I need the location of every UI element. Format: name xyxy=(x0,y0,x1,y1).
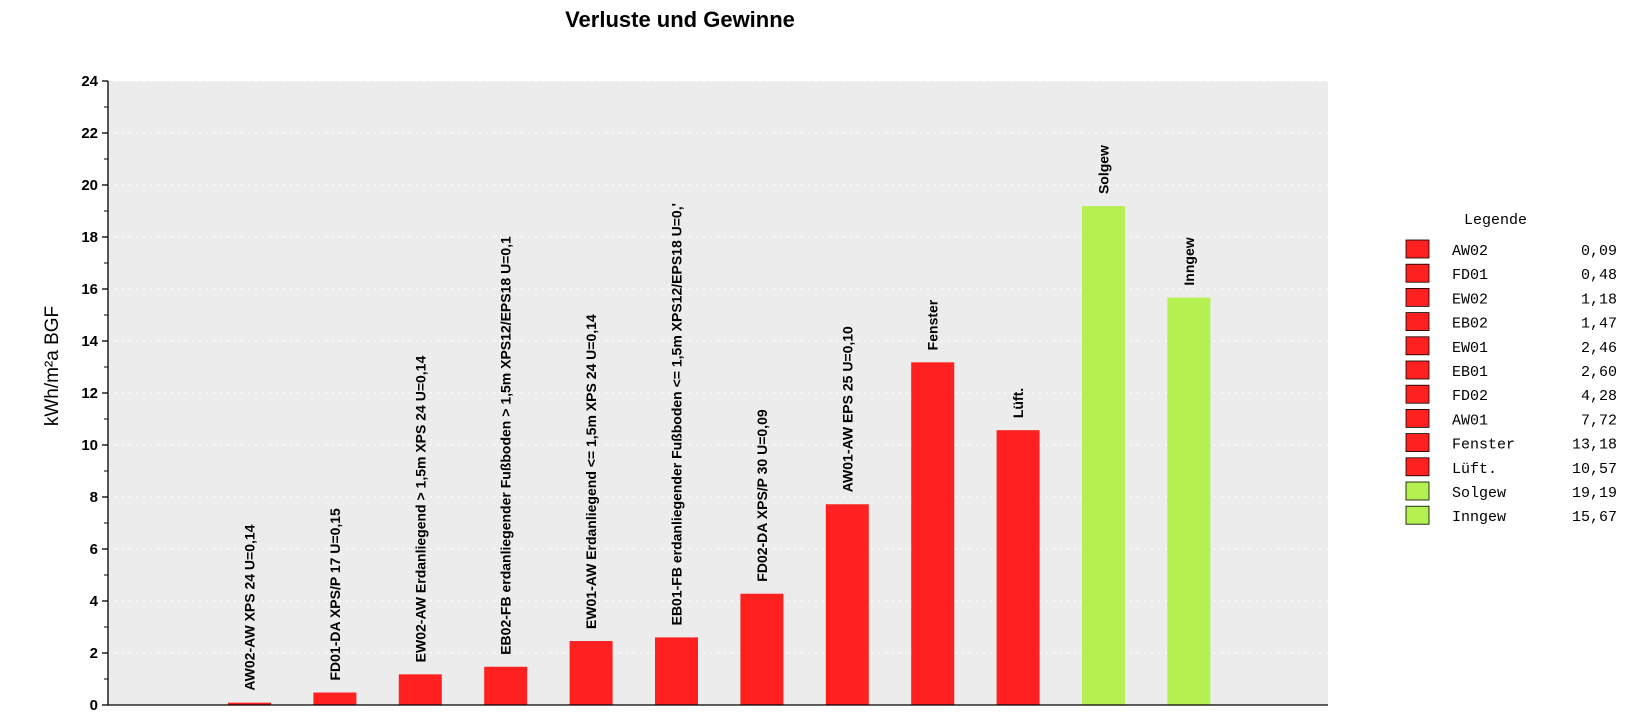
bars xyxy=(228,206,1211,705)
gridlines xyxy=(108,80,1328,654)
bar xyxy=(655,637,698,705)
legend-swatch xyxy=(1405,433,1430,453)
legend-entry-value: 0,09 xyxy=(1581,243,1617,260)
bar xyxy=(569,641,613,705)
bar xyxy=(313,692,357,705)
bar-label: AW01-AW EPS 25 U=0,10 xyxy=(839,326,855,492)
legend-swatch xyxy=(1405,384,1430,404)
bar-labels: AW02-AW XPS 24 U=0,14 FD01-DA XPS/P 17 U=… xyxy=(242,145,1197,691)
legend-swatch xyxy=(1405,312,1430,332)
legend-swatch xyxy=(1405,408,1430,428)
legend-entry-name: EW02 xyxy=(1452,291,1488,308)
bar xyxy=(911,362,955,705)
y-tick-label: 12 xyxy=(81,385,98,402)
legend-entry-name: Solgew xyxy=(1452,485,1506,502)
legend-entry-value: 10,57 xyxy=(1572,461,1617,478)
legend-entry-value: 1,18 xyxy=(1581,291,1617,308)
y-tick-label: 20 xyxy=(81,177,98,194)
legend-entry-name: FD01 xyxy=(1452,267,1488,284)
legend-swatch xyxy=(1405,360,1430,380)
bar xyxy=(228,702,271,705)
legend-swatch xyxy=(1405,505,1430,525)
bar xyxy=(398,674,442,705)
legend-entry-value: 19,19 xyxy=(1572,485,1617,502)
legend-entry-value: 13,18 xyxy=(1572,437,1617,454)
legend-entry-name: EB02 xyxy=(1452,316,1488,333)
legend-swatch xyxy=(1405,457,1430,477)
legend-entry-value: 2,46 xyxy=(1581,340,1617,357)
bar-label: FD02-DA XPS/P 30 U=0,09 xyxy=(754,409,770,582)
y-tick-label: 10 xyxy=(81,437,98,454)
legend-entry-value: 7,72 xyxy=(1581,412,1617,429)
bar xyxy=(1167,297,1211,705)
legend-entry-name: Lüft. xyxy=(1452,461,1497,478)
legend-swatch xyxy=(1405,263,1430,283)
legend-swatch xyxy=(1405,239,1430,259)
legend-entry-name: AW01 xyxy=(1452,412,1488,429)
legend-entry-value: 15,67 xyxy=(1572,509,1617,526)
bar-label: Inngew xyxy=(1181,237,1197,285)
bar-label: Lüft. xyxy=(1010,388,1026,418)
legend-entry-name: EB01 xyxy=(1452,364,1488,381)
legend-swatch xyxy=(1405,287,1430,307)
bar-label: AW02-AW XPS 24 U=0,14 xyxy=(242,524,258,690)
legend-entry-name: Fenster xyxy=(1452,437,1515,454)
legend-entry-value: 2,60 xyxy=(1581,364,1617,381)
y-tick-label: 24 xyxy=(81,73,98,90)
legend-entry-value: 4,28 xyxy=(1581,388,1617,405)
y-tick-label: 22 xyxy=(81,125,98,142)
bar-label: EB02-FB erdanliegender Fußboden > 1,5m X… xyxy=(498,236,514,655)
y-tick-label: 4 xyxy=(90,593,99,610)
bar xyxy=(484,666,528,705)
legend-entry-name: Inngew xyxy=(1452,509,1506,526)
bar-label: EW01-AW Erdanliegend <= 1,5m XPS 24 U=0,… xyxy=(583,314,599,629)
y-tick-label: 16 xyxy=(81,281,98,298)
legend-entry-value: 0,48 xyxy=(1581,267,1617,284)
legend-entry-name: FD02 xyxy=(1452,388,1488,405)
chart-title: Verluste und Gewinne xyxy=(565,7,795,32)
legend-entry-name: AW02 xyxy=(1452,243,1488,260)
y-axis-label: kWh/m²a BGF xyxy=(42,306,63,426)
bar xyxy=(996,430,1040,705)
bar xyxy=(825,504,869,705)
legend: Legende AW02 0,09 FD01 0,48 EW02 1,18 EB02 1,47… xyxy=(1405,212,1617,526)
y-tick-label: 18 xyxy=(81,229,98,246)
bar xyxy=(740,593,784,705)
y-tick-label: 6 xyxy=(90,541,98,558)
legend-entry-name: EW01 xyxy=(1452,340,1488,357)
legend-swatch xyxy=(1405,481,1430,501)
legend-swatch xyxy=(1405,336,1430,356)
legend-entry-value: 1,47 xyxy=(1581,316,1617,333)
y-tick-label: 2 xyxy=(90,645,98,662)
y-tick-label: 14 xyxy=(81,333,98,350)
y-tick-label: 0 xyxy=(90,697,98,714)
axes xyxy=(102,80,1328,706)
legend-title: Legende xyxy=(1464,212,1527,229)
bar-label: Fenster xyxy=(925,299,941,350)
bar xyxy=(1082,206,1125,705)
bar-label: Solgew xyxy=(1096,145,1112,194)
bar-label: EB01-FB erdanliegender Fußboden <= 1,5m … xyxy=(669,203,685,625)
y-tick-label: 8 xyxy=(90,489,98,506)
bar-label: FD01-DA XPS/P 17 U=0,15 xyxy=(327,508,343,681)
bar-label: EW02-AW Erdanliegend > 1,5m XPS 24 U=0,1… xyxy=(412,356,428,663)
